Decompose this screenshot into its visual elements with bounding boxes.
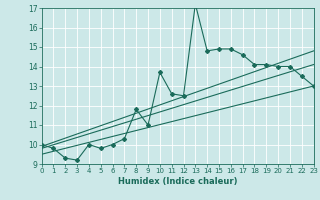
X-axis label: Humidex (Indice chaleur): Humidex (Indice chaleur) xyxy=(118,177,237,186)
